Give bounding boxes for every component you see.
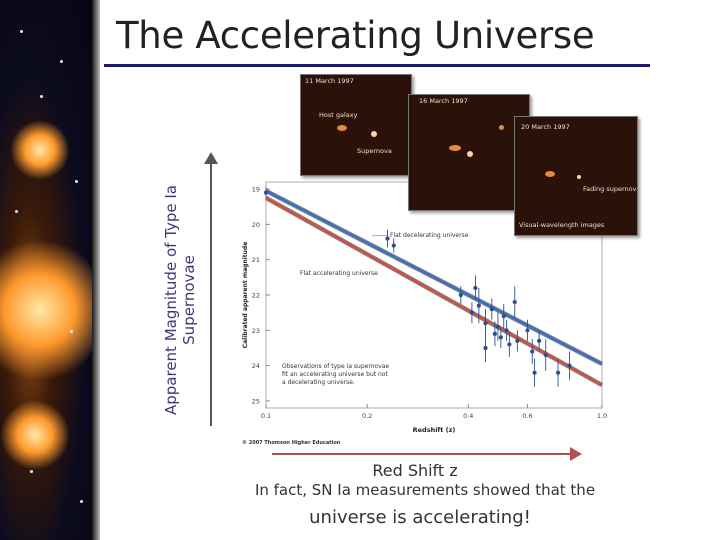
photo-date: 20 March 1997 <box>521 123 570 131</box>
title-underline <box>104 64 650 67</box>
x-tick-label: 0.4 <box>463 412 473 420</box>
data-point <box>498 335 503 340</box>
y-tick-label: 21 <box>252 256 260 264</box>
data-point <box>567 363 572 368</box>
photo-11-march: 11 March 1997 Host galaxy Supernova <box>300 74 412 176</box>
data-point <box>263 190 269 195</box>
annotation-accelerating: Flat accelerating universe <box>300 270 378 277</box>
x-tick-label: 0.1 <box>261 412 271 420</box>
data-point <box>555 370 561 375</box>
y-tick-label: 25 <box>252 397 260 405</box>
magnitude-arrow <box>210 158 212 426</box>
right-arrow-head <box>570 447 582 461</box>
photo-label-fading-supernova: Fading supernova <box>583 185 638 193</box>
x-tick-label: 0.2 <box>362 412 372 420</box>
data-point <box>391 243 396 248</box>
data-point <box>483 321 488 326</box>
photo-label-visual-wavelength: Visual-wavelength images <box>519 221 605 229</box>
caption-line-2: universe is accelerating! <box>309 507 531 528</box>
data-point <box>507 342 512 347</box>
annotation-leader <box>371 234 389 237</box>
hubble-diagram-figure: 19 20 21 22 23 24 25 0.1 0.2 0.4 0.6 1.0 Redshift (z… <box>232 70 638 454</box>
y-tick-label: 22 <box>252 292 260 300</box>
annotation-observations-line2: fit an accelerating universe but not <box>282 371 388 378</box>
annotation-observations-line1: Observations of type Ia supernovae <box>282 363 389 370</box>
data-point <box>530 349 535 354</box>
data-point <box>512 299 517 305</box>
data-point <box>532 370 537 375</box>
data-point <box>469 310 474 315</box>
data-point <box>476 303 481 308</box>
data-point <box>385 236 390 241</box>
photo-label-supernova: Supernova <box>357 147 392 155</box>
supernova-chart: 19 20 21 22 23 24 250.1 0.2 0.4 0.6 1.0 Redshift (z… <box>242 181 607 446</box>
data-point <box>543 352 548 358</box>
x-tick-label: 1.0 <box>597 412 607 420</box>
figure-credit: © 2007 Thomson Higher Education <box>242 440 341 446</box>
data-point <box>501 314 506 319</box>
image-frame-edge <box>92 0 100 540</box>
data-point <box>504 328 509 333</box>
slide-title: The Accelerating Universe <box>116 14 595 57</box>
photo-16-march: 16 March 1997 <box>408 94 530 211</box>
data-point <box>495 324 501 329</box>
caption-line-1: In fact, SN Ia measurements showed that … <box>254 481 596 499</box>
annotation-observations-line3: a decelerating universe. <box>282 379 355 386</box>
data-point <box>537 338 542 344</box>
data-point <box>483 345 488 351</box>
photo-20-march: 20 March 1997 Fading supernova Visual-wa… <box>514 116 638 236</box>
space-background-image <box>0 0 100 540</box>
y-tick-label: 20 <box>252 221 260 229</box>
photo-date: 16 March 1997 <box>419 97 468 105</box>
data-point <box>492 331 497 336</box>
x-axis-title: Redshift (z) <box>413 426 456 434</box>
model-line-0 <box>265 189 603 365</box>
data-point <box>525 328 530 333</box>
photo-label-host-galaxy: Host galaxy <box>319 111 358 119</box>
x-tick-label: 0.6 <box>522 412 532 420</box>
annotation-decelerating: Flat decelerating universe <box>390 232 469 239</box>
y-tick-label: 19 <box>252 186 260 194</box>
y-tick-label: 24 <box>252 362 260 370</box>
y-tick-label: 23 <box>252 327 260 335</box>
photo-date: 11 March 1997 <box>305 77 354 85</box>
data-point <box>458 292 463 298</box>
data-point <box>473 285 478 291</box>
data-point <box>489 307 494 312</box>
redshift-arrow <box>272 453 572 455</box>
y-axis-title: Calibrated apparent magnitude <box>242 242 249 349</box>
y-axis-annotation: Apparent Magnitude of Type Ia Supernovae <box>162 184 198 416</box>
data-point <box>515 338 520 344</box>
x-axis-annotation: Red Shift z <box>372 461 458 480</box>
